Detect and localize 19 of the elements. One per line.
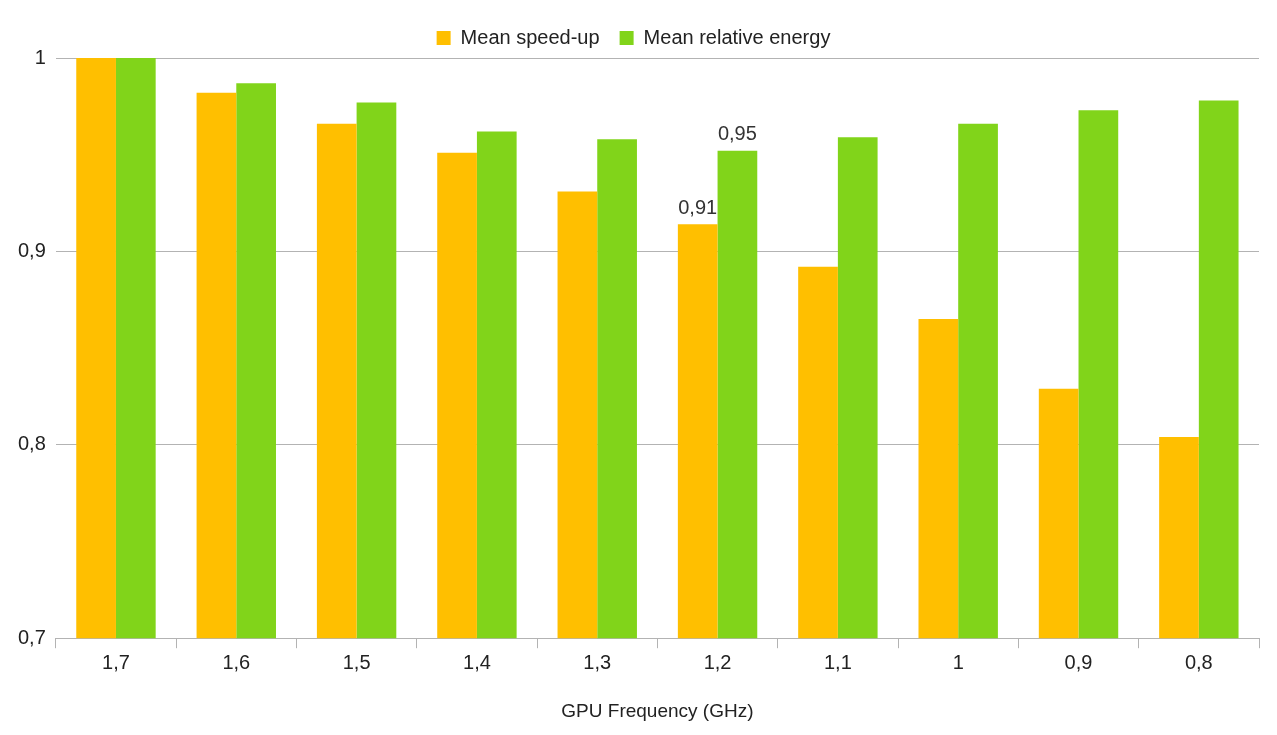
x-tick-label: 1,6: [222, 650, 251, 673]
x-tick-label: 1,3: [583, 650, 612, 673]
y-tick-label: 0,8: [17, 432, 46, 455]
legend-label: Mean speed-up: [460, 25, 600, 48]
y-tick-label: 0,9: [17, 238, 46, 261]
y-tick-label: 1: [34, 45, 46, 68]
x-tick-label: 1,4: [463, 650, 491, 673]
x-tick-label: 1,7: [102, 650, 130, 673]
x-tick-label: 0,9: [1064, 650, 1093, 673]
legend-label: Mean relative energy: [643, 25, 831, 48]
x-tick-label: 1,2: [703, 650, 732, 673]
x-tick-label: 1: [952, 650, 964, 673]
data-label: 0,91: [678, 195, 718, 218]
y-tick-label: 0,7: [17, 625, 46, 648]
x-axis-title: GPU Frequency (GHz): [561, 699, 754, 721]
x-tick-label: 0,8: [1184, 650, 1213, 673]
data-label: 0,95: [717, 122, 757, 145]
x-tick-label: 1,5: [342, 650, 371, 673]
x-tick-label: 1,1: [823, 650, 852, 673]
